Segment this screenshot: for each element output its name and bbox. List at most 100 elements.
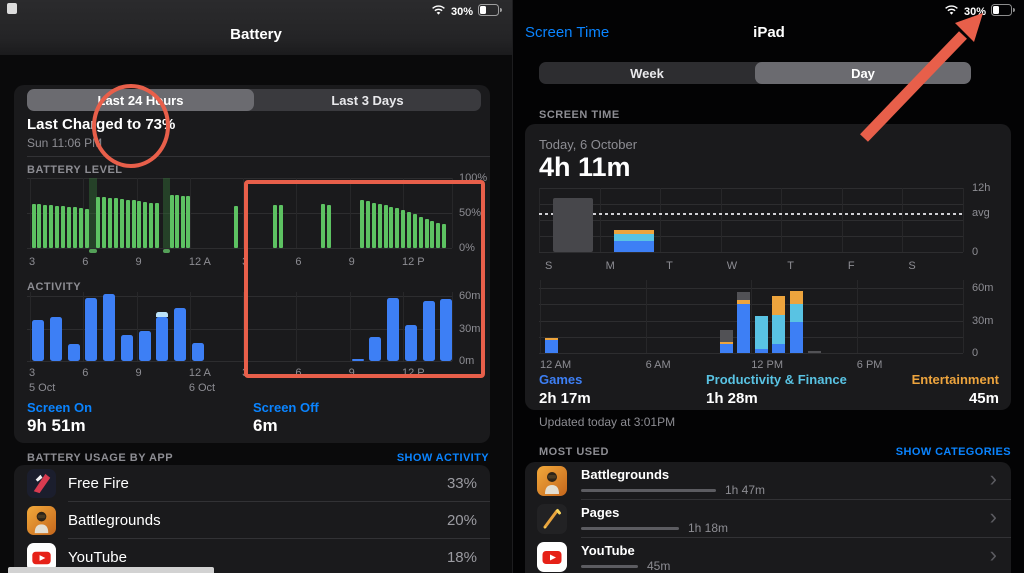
pages-app-icon <box>537 504 567 534</box>
hour-bar-segment <box>807 350 821 353</box>
battery-bar <box>321 203 326 248</box>
battery-app-row[interactable]: Free Fire 33% <box>14 465 490 502</box>
freefire-app-icon <box>27 469 56 498</box>
segment-day[interactable]: Day <box>755 62 971 84</box>
activity-bar-cap <box>156 312 169 317</box>
battery-bar <box>170 194 175 248</box>
battery-bar <box>131 200 136 248</box>
gridline <box>27 213 452 214</box>
gridline <box>660 188 662 252</box>
usage-duration-label: 1h 47m <box>725 483 766 497</box>
activity-chart: 60m 30m 0m 3 6 9 12 A 3 6 9 12 P 5 Oct 6 Oct <box>27 290 483 394</box>
gridline <box>539 288 963 289</box>
hour-bar-segment <box>754 348 768 353</box>
gridline <box>963 280 964 353</box>
wifi-icon <box>431 3 446 21</box>
battery-bar <box>278 204 283 248</box>
gridline <box>841 188 843 252</box>
status-bar: 30% <box>944 3 1015 21</box>
y-axis-label: 30m <box>972 314 994 327</box>
battery-bar <box>234 206 239 248</box>
time-range-segmented-control: Last 24 Hours Last 3 Days <box>27 89 481 111</box>
gridline <box>402 292 404 361</box>
day-label: F <box>847 260 855 272</box>
battery-bar <box>102 196 107 248</box>
segment-week[interactable]: Week <box>630 65 664 81</box>
hour-bar-segment <box>737 292 751 300</box>
gridline <box>296 178 298 248</box>
gridline <box>902 188 904 252</box>
x-axis-label: 6 <box>295 367 302 379</box>
day-label: W <box>726 260 738 272</box>
app-battery-percent: 20% <box>446 512 477 529</box>
hour-bar-segment <box>772 315 786 345</box>
battery-app-row[interactable]: YouTube 18% <box>14 539 490 573</box>
day-label: S <box>545 260 553 272</box>
day-bar <box>553 198 593 252</box>
battery-bar <box>55 206 60 248</box>
show-activity-link[interactable]: SHOW ACTIVITY <box>396 452 489 464</box>
x-axis-label: 6 <box>82 367 89 379</box>
most-used-row[interactable]: YouTube 45m › <box>525 538 1011 573</box>
show-categories-link[interactable]: SHOW CATEGORIES <box>895 446 1011 458</box>
battery-bar <box>389 206 394 248</box>
x-axis-label: 3 <box>29 256 36 268</box>
gridline <box>83 292 85 361</box>
battery-usage-app-list: Free Fire 33% Battlegrounds 20% YouTube 18% <box>14 465 490 573</box>
activity-bar <box>404 325 417 361</box>
battery-bar <box>31 203 36 248</box>
activity-bar <box>174 307 187 361</box>
y-axis-label: 0m <box>459 355 475 367</box>
most-used-header: MOST USED <box>539 446 609 458</box>
week-day-segmented-control: Week Day <box>539 62 971 84</box>
segment-last-24-hours[interactable]: Last 24 Hours <box>27 89 254 111</box>
youtube-app-icon <box>27 543 56 572</box>
battery-bar <box>143 201 148 248</box>
battery-icon <box>991 3 1015 21</box>
charging-marker <box>89 249 97 253</box>
battery-app-row[interactable]: Battlegrounds 20% <box>14 502 490 539</box>
window-corner-artifact <box>7 3 17 14</box>
battery-bar <box>371 202 376 248</box>
gridline <box>539 204 963 205</box>
x-axis-label: 6 <box>82 256 89 268</box>
gridline <box>645 280 647 353</box>
battery-bar <box>365 201 370 248</box>
x-axis-label: 3 <box>242 256 249 268</box>
back-link-screen-time[interactable]: Screen Time <box>525 24 610 41</box>
segment-last-3-days[interactable]: Last 3 Days <box>331 92 404 108</box>
usage-duration-label: 45m <box>647 559 671 573</box>
activity-section-label: ACTIVITY <box>27 281 82 293</box>
battery-bar <box>360 200 365 248</box>
battery-bar <box>436 222 441 248</box>
y-axis-label: 0 <box>972 347 979 359</box>
most-used-row[interactable]: Pages 1h 18m › <box>525 500 1011 538</box>
day-label: T <box>787 260 795 272</box>
gridline <box>539 304 963 306</box>
battery-usage-header: BATTERY USAGE BY APP <box>27 452 174 464</box>
activity-bar <box>32 319 44 361</box>
last-charged-subtitle: Sun 11:06 PM <box>27 136 103 150</box>
usage-duration-label: 1h 18m <box>688 521 729 535</box>
average-line <box>539 213 963 216</box>
battery-bar <box>149 202 154 248</box>
gridline <box>27 248 452 249</box>
y-axis-label: 12h <box>972 182 991 194</box>
battery-bar <box>412 214 417 248</box>
hour-bar-segment <box>719 344 733 353</box>
battery-settings-panel: Battery 30% Last 24 Hours Last 3 Days La… <box>0 0 512 573</box>
y-axis-label: 100% <box>459 172 488 184</box>
gridline <box>349 292 351 361</box>
battery-bar <box>137 201 142 248</box>
hour-bar-segment <box>719 342 733 345</box>
x-axis-label: 12 A <box>188 367 211 379</box>
gridline <box>243 292 245 361</box>
most-used-list: Battlegrounds 1h 47m › Pages 1h 18m › YouTube 4… <box>525 462 1011 573</box>
x-axis-label: 6 AM <box>645 359 671 371</box>
screen-on-value: 9h 51m <box>27 416 86 435</box>
chevron-right-icon[interactable]: › <box>989 466 997 491</box>
chevron-right-icon[interactable]: › <box>989 504 997 529</box>
chevron-right-icon[interactable]: › <box>989 542 997 567</box>
most-used-row[interactable]: Battlegrounds 1h 47m › <box>525 462 1011 500</box>
battery-bar <box>154 203 159 248</box>
